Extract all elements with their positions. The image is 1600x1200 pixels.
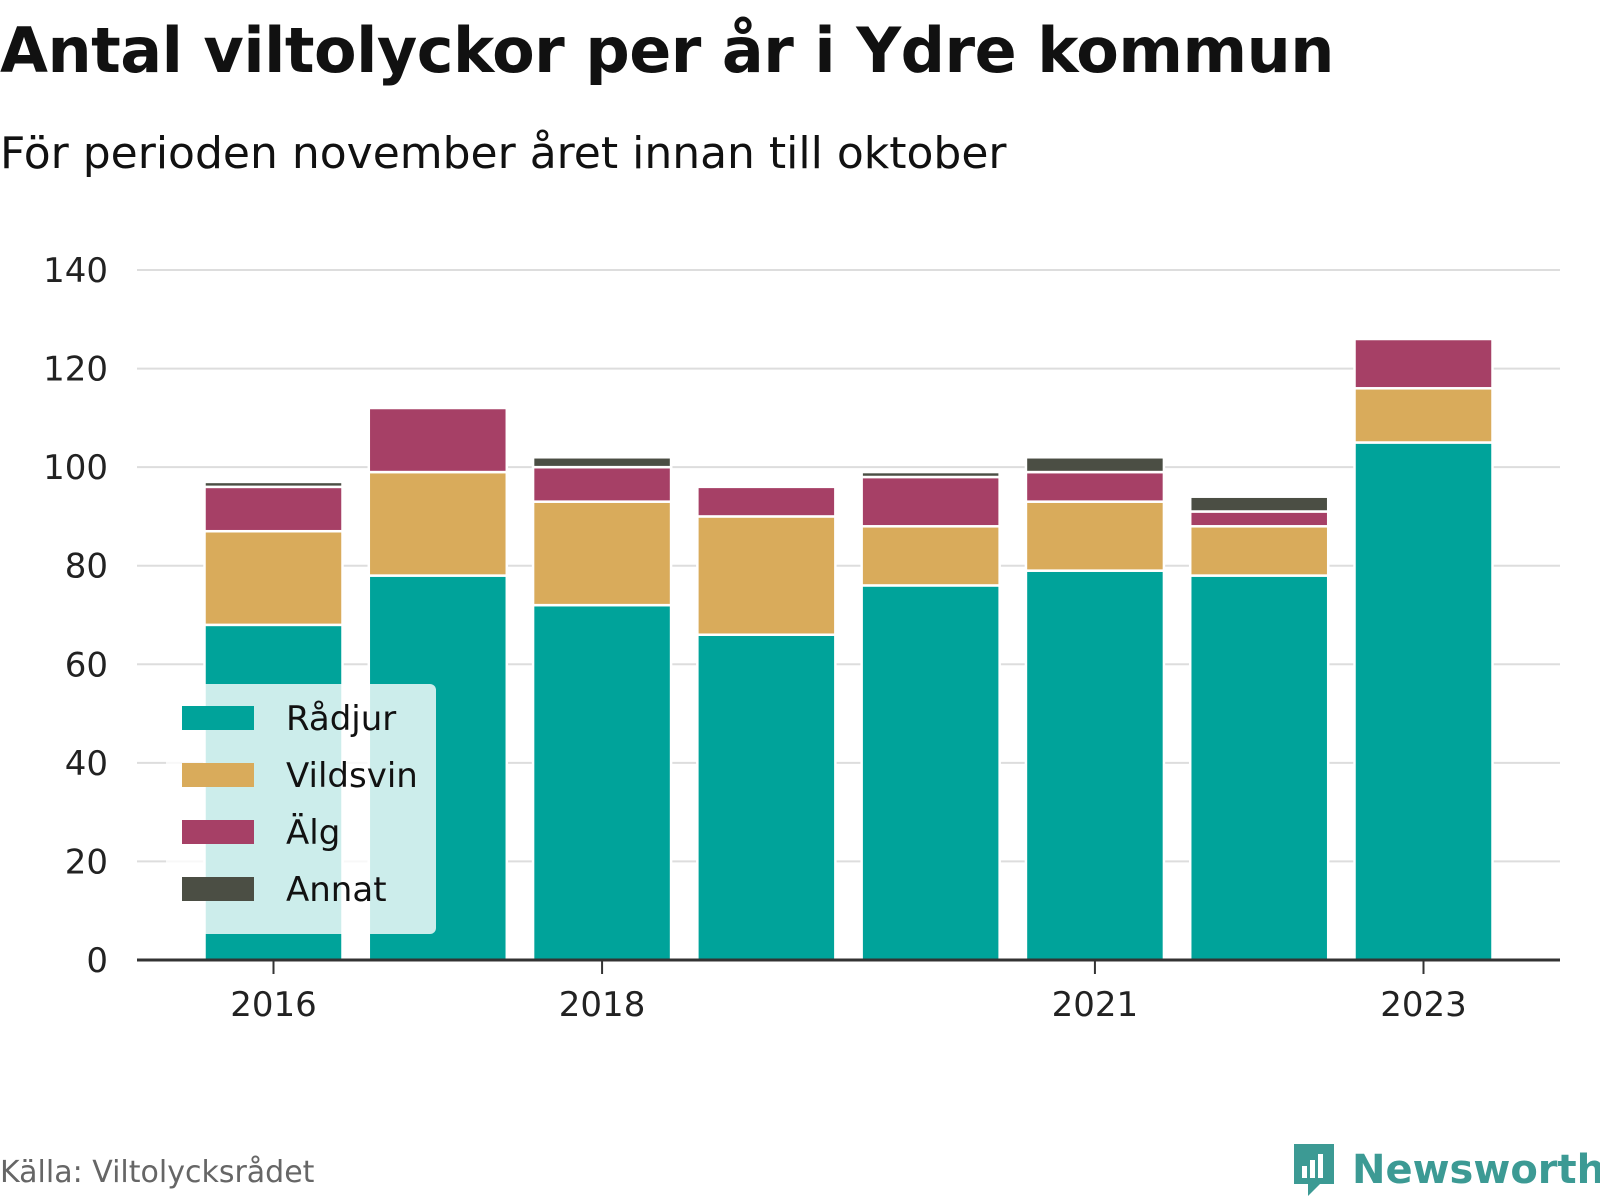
legend-swatch-vildsvin — [182, 763, 254, 787]
legend-label: Vildsvin — [286, 756, 418, 796]
chart-subtitle: För perioden november året innan till ok… — [0, 128, 1007, 179]
x-tick-label: 2021 — [1052, 985, 1139, 1025]
legend-swatch-älg — [182, 820, 254, 844]
legend-label: Annat — [286, 870, 387, 910]
y-tick-label: 100 — [43, 448, 108, 488]
bar-segment-vildsvin-2019 — [696, 515, 837, 636]
y-tick-label: 0 — [86, 941, 108, 981]
bar-segment-vildsvin-2020 — [860, 525, 1001, 587]
bar-segment-älg-2019 — [696, 485, 837, 518]
bar-segment-vildsvin-2017 — [367, 470, 509, 577]
source-note: Källa: Viltolycksrådet — [0, 1155, 315, 1190]
legend-swatch-annat — [182, 877, 254, 901]
chart-title: Antal viltolyckor per år i Ydre kommun — [0, 14, 1334, 87]
x-tick-label: 2023 — [1380, 985, 1467, 1025]
y-tick-label: 60 — [65, 645, 108, 685]
bar-segment-älg-2018 — [531, 465, 673, 503]
legend-label: Älg — [286, 813, 340, 853]
y-tick-label: 140 — [43, 251, 108, 291]
x-tick-label: 2016 — [230, 985, 317, 1025]
bar-segment-älg-2023 — [1353, 337, 1494, 390]
bar-segment-älg-2017 — [367, 406, 509, 474]
y-tick-label: 80 — [65, 547, 108, 587]
bar-segment-rådjur-2022 — [1188, 574, 1330, 962]
bar-segment-rådjur-2019 — [696, 633, 837, 962]
y-tick-label: 40 — [65, 744, 108, 784]
legend-label: Rådjur — [286, 699, 396, 739]
bar-segment-älg-2021 — [1024, 470, 1166, 503]
bar-segment-rådjur-2020 — [860, 584, 1001, 962]
legend-swatch-rådjur — [182, 706, 254, 730]
y-tick-label: 120 — [43, 350, 108, 390]
bar-segment-annat-2022 — [1188, 495, 1330, 513]
bar-segment-älg-2022 — [1188, 510, 1330, 528]
x-tick-label: 2018 — [559, 985, 646, 1025]
brand-name: Newsworthy — [1352, 1147, 1600, 1193]
bar-segment-annat-2018 — [531, 456, 673, 469]
bar-segment-annat-2021 — [1024, 456, 1166, 474]
bar-segment-rådjur-2023 — [1353, 441, 1494, 962]
bar-segment-älg-2020 — [860, 475, 1001, 528]
bar-segment-rådjur-2018 — [531, 603, 673, 962]
legend-box — [166, 684, 436, 934]
bar-segment-vildsvin-2016 — [203, 529, 344, 627]
newsworthy-logo-icon — [1294, 1144, 1334, 1196]
y-tick-label: 20 — [65, 842, 108, 882]
brand-logo: Newsworthy — [1290, 1140, 1600, 1200]
bar-segment-annat-2016 — [203, 480, 344, 489]
bar-segment-vildsvin-2018 — [531, 500, 673, 607]
bar-segment-annat-2020 — [860, 470, 1001, 479]
bar-segment-vildsvin-2023 — [1353, 387, 1494, 444]
bar-segment-vildsvin-2022 — [1188, 525, 1330, 577]
bar-segment-älg-2016 — [203, 485, 344, 533]
bar-segment-vildsvin-2021 — [1024, 500, 1166, 572]
bar-segment-rådjur-2021 — [1024, 569, 1166, 962]
